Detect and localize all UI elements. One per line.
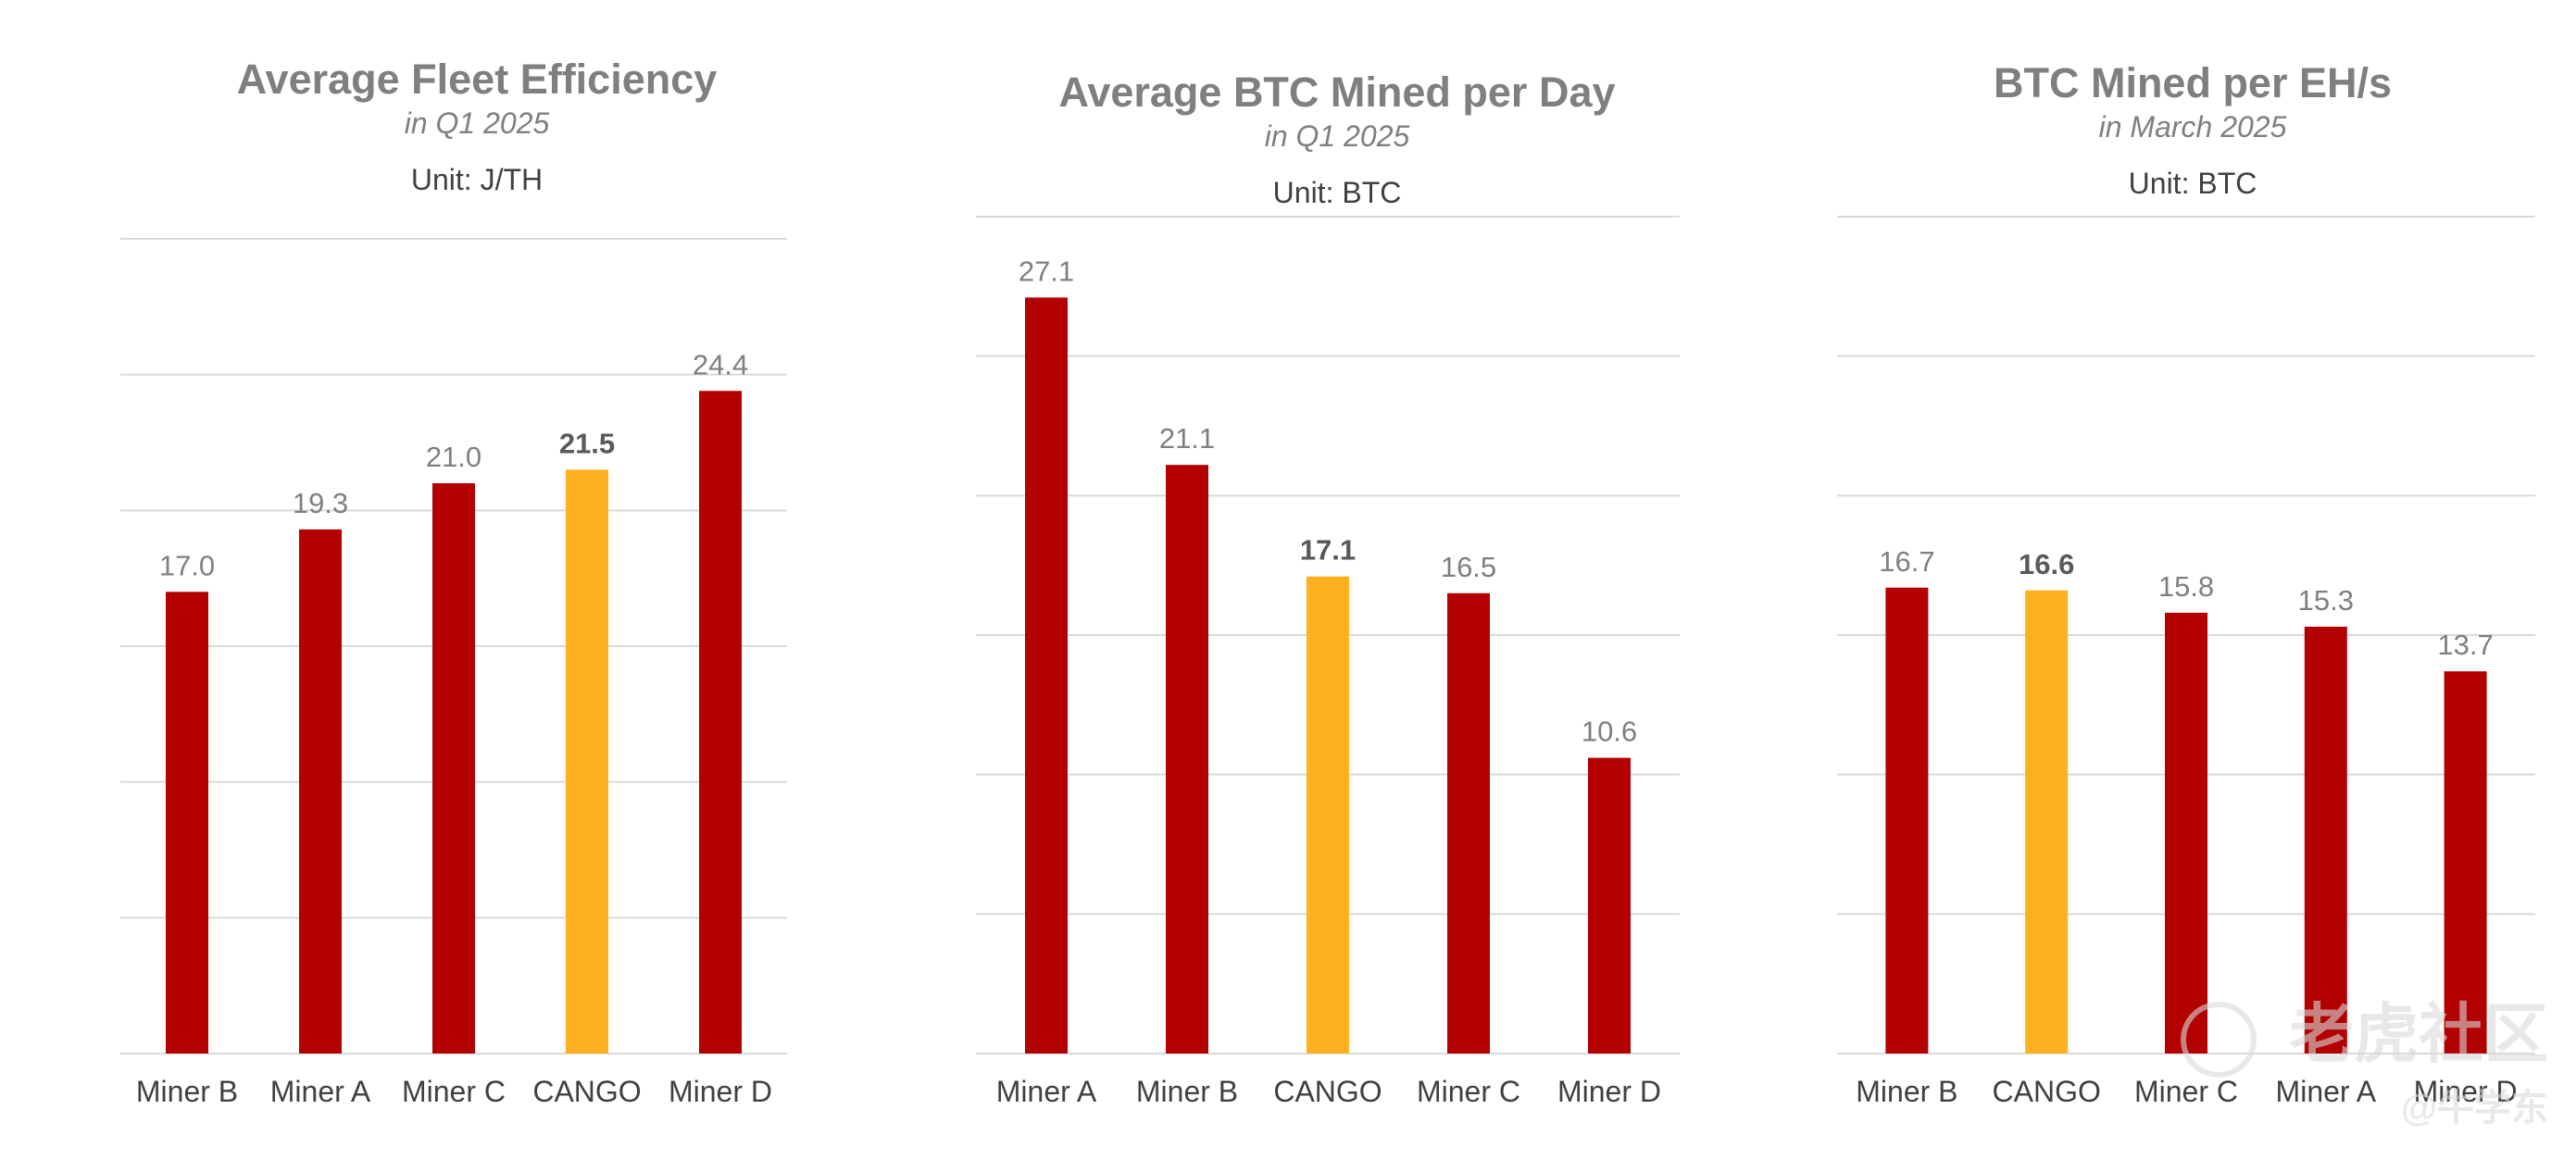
x-tick-label: Miner D [669, 1075, 772, 1108]
chart-unit-label: Unit: J/TH [410, 163, 544, 196]
data-label: 21.5 [559, 427, 615, 459]
data-label: 24.4 [693, 348, 748, 380]
data-label: 15.8 [2158, 570, 2214, 603]
x-tick-label: Miner C [402, 1075, 506, 1108]
bar-miner-d [699, 391, 742, 1054]
data-label: 16.6 [2019, 548, 2074, 580]
x-tick-label: CANGO [1273, 1075, 1382, 1108]
x-tick-label: Miner B [136, 1075, 238, 1108]
data-label: 16.5 [1441, 551, 1496, 583]
data-label: 16.7 [1879, 545, 1934, 578]
watermark-handle: @牛学东 [2400, 1088, 2548, 1128]
data-label: 21.0 [426, 441, 481, 473]
x-tick-label: Miner C [1417, 1075, 1520, 1108]
data-label: 27.1 [1019, 255, 1074, 287]
bar-chart-btc-per-day: 27.1 Miner A 21.1 Miner B 17.1 CANGO 16.5 Miner… [976, 216, 1680, 1108]
bar-miner-c [1447, 592, 1490, 1054]
bar-cango [566, 469, 608, 1054]
x-tick-label: Miner B [1136, 1075, 1238, 1108]
chart-subtitle: in March 2025 [2098, 110, 2287, 143]
chart-panel-btc-per-day: Average BTC Mined per Day in Q1 2025 Uni… [911, 13, 1763, 1172]
chart-unit-label: Unit: BTC [2128, 167, 2257, 200]
bar-miner-c [432, 483, 475, 1054]
bar-cango [1307, 576, 1349, 1054]
bar-miner-b [1885, 587, 1929, 1054]
x-tick-label: Miner C [2134, 1075, 2238, 1108]
watermark-text: 老虎社区 [2289, 998, 2548, 1071]
bar-chart-fleet-efficiency: 17.0 Miner B 19.3 Miner A 21.0 Miner C 21.5 CAN… [120, 238, 787, 1108]
bar-miner-a [299, 529, 342, 1054]
bar-miner-c [2165, 612, 2207, 1054]
bar-miner-a [2304, 626, 2347, 1054]
data-label: 17.1 [1300, 534, 1356, 567]
chart-title: Average Fleet Efficiency [236, 56, 718, 103]
bar-miner-a [1025, 297, 1068, 1054]
bar-miner-b [166, 592, 208, 1054]
chart-unit-label: Unit: BTC [1272, 176, 1402, 209]
x-tick-label: Miner A [996, 1075, 1097, 1108]
data-label: 15.3 [2298, 584, 2354, 617]
x-tick-label: Miner A [2276, 1075, 2377, 1108]
chart-title: BTC Mined per EH/s [1993, 59, 2393, 106]
x-tick-label: CANGO [532, 1075, 641, 1108]
bar-miner-b [1166, 465, 1208, 1054]
x-tick-label: Miner B [1856, 1075, 1957, 1108]
chart-subtitle: in Q1 2025 [404, 106, 550, 140]
data-label: 13.7 [2437, 629, 2493, 661]
x-tick-label: CANGO [1993, 1075, 2101, 1108]
bar-chart-btc-per-ehs: 16.7 Miner B 16.6 CANGO 15.8 Miner C 15.3 Miner… [1837, 216, 2535, 1108]
x-tick-label: Miner A [270, 1075, 371, 1108]
chart-panel-btc-per-ehs: BTC Mined per EH/s in March 2025 Unit: B… [1767, 4, 2576, 1163]
bar-miner-d [2444, 671, 2487, 1054]
chart-panel-fleet-efficiency: Average Fleet Efficiency in Q1 2025 Unit… [51, 0, 903, 1159]
data-label: 21.1 [1159, 422, 1215, 455]
bar-miner-d [1588, 757, 1631, 1054]
chart-title: Average BTC Mined per Day [1058, 69, 1616, 116]
data-label: 17.0 [159, 549, 215, 581]
x-tick-label: Miner D [1557, 1075, 1661, 1108]
bar-cango [2025, 590, 2069, 1054]
watermark: 老虎社区 @牛学东 [2180, 982, 2548, 1131]
data-label: 19.3 [293, 487, 348, 519]
data-label: 10.6 [1582, 716, 1637, 748]
x-tick-label: Miner D [2414, 1075, 2518, 1108]
watermark-logo-icon [2180, 1002, 2257, 1078]
chart-subtitle: in Q1 2025 [1264, 119, 1410, 153]
